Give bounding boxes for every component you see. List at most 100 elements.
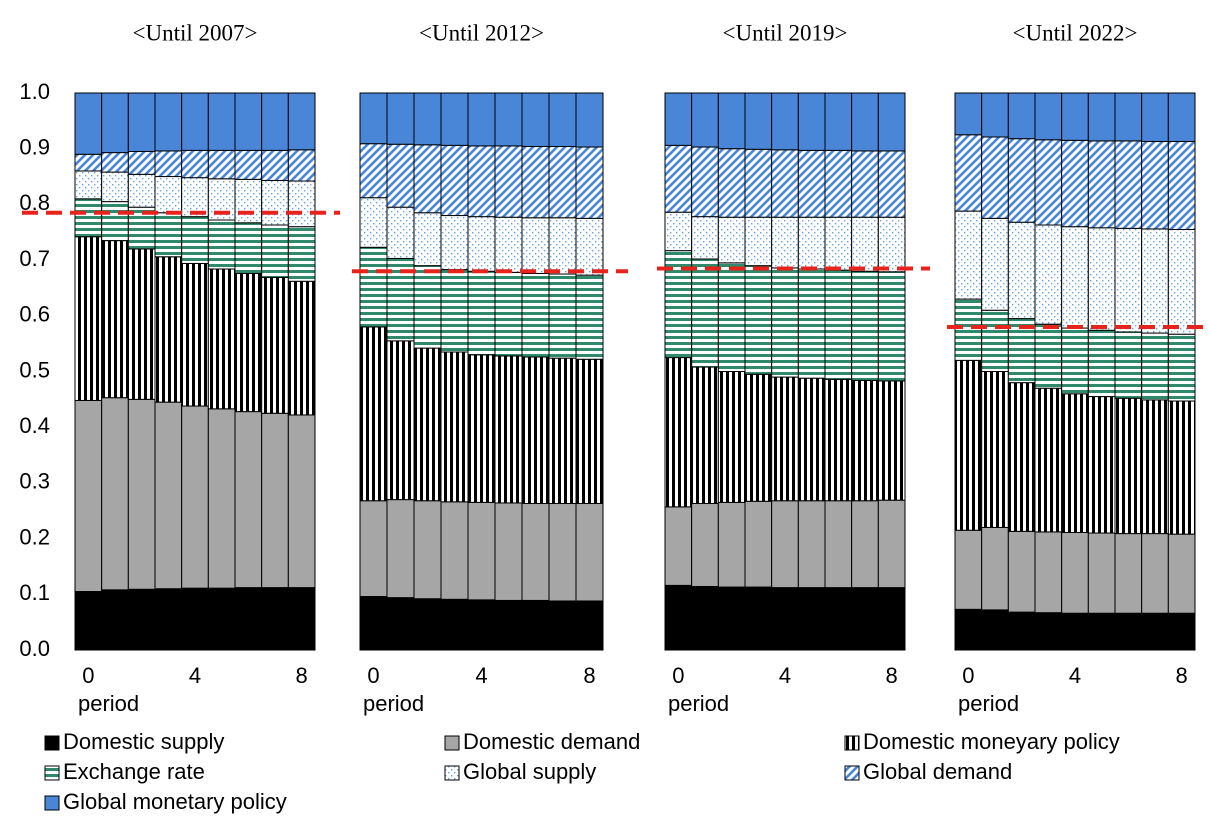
bar-segment: [521, 272, 550, 358]
bar-segment: [771, 376, 799, 502]
bar-segment: [1034, 139, 1063, 226]
bar-segment: [287, 149, 316, 182]
bar-segment: [261, 92, 289, 151]
bar-segment: [494, 599, 523, 651]
bar-segment: [797, 268, 826, 379]
bar-segment: [548, 357, 577, 505]
bar-segment: [548, 600, 577, 651]
bar-segment: [1167, 612, 1196, 651]
bar-segment: [440, 269, 469, 353]
bar-segment: [1087, 227, 1116, 331]
x-axis-label: period: [78, 691, 139, 716]
bar-segment: [521, 92, 550, 147]
x-tick-label: 8: [886, 663, 898, 688]
bar-segment: [717, 501, 746, 588]
bar-segment: [287, 92, 316, 151]
bar-segment: [877, 216, 906, 273]
bar-segment: [575, 274, 604, 360]
bar-segment: [1087, 140, 1116, 229]
bar-segment: [207, 149, 236, 180]
bar-segment: [1007, 530, 1036, 613]
bar-segment: [154, 150, 183, 178]
bar-segment: [851, 587, 879, 651]
bar-segment: [207, 408, 236, 589]
bar-segment: [1007, 221, 1036, 320]
bar-segment: [717, 262, 746, 373]
bar-segment: [575, 358, 604, 505]
bar-segment: [1087, 92, 1116, 142]
bar-segment: [824, 500, 853, 589]
bar-segment: [101, 201, 129, 242]
panel-title: <Until 2022>: [1013, 20, 1138, 45]
bar-segment: [261, 276, 289, 414]
bar-segment: [1087, 532, 1116, 614]
bar-segment: [575, 503, 604, 602]
bar-segment: [181, 262, 209, 407]
bar-segment: [1114, 140, 1143, 229]
bar-segment: [74, 153, 103, 172]
bar-segment: [359, 246, 388, 328]
bar-segment: [851, 379, 879, 502]
bar-segment: [181, 149, 209, 179]
x-axis-label: period: [668, 691, 729, 716]
bar-segment: [467, 145, 496, 218]
bar-segment: [954, 529, 983, 610]
bar-segment: [74, 198, 103, 238]
bar-segment: [575, 600, 604, 651]
bar-segment: [1141, 140, 1169, 230]
bar-segment: [1114, 533, 1143, 614]
legend-label: Global demand: [863, 759, 1012, 784]
bar-segment: [1034, 92, 1063, 141]
bar-segment: [467, 92, 496, 147]
bar-segment: [744, 92, 773, 150]
bar-segment: [261, 412, 289, 589]
bar-segment: [954, 608, 983, 651]
bar-segment: [851, 216, 879, 272]
bar-segment: [1061, 327, 1089, 395]
bar-segment: [74, 399, 103, 593]
bar-segment: [1061, 393, 1089, 533]
bar-segment: [744, 500, 773, 588]
bar-segment: [181, 405, 209, 589]
legend-label: Domestic supply: [63, 729, 224, 754]
x-tick-label: 0: [82, 663, 94, 688]
bar-segment: [74, 170, 103, 200]
bar-segment: [744, 586, 773, 651]
bar-segment: [287, 587, 316, 651]
x-tick-label: 8: [296, 663, 308, 688]
bar-segment: [744, 373, 773, 502]
bar-segment: [234, 222, 263, 274]
bar-segment: [440, 215, 469, 271]
bar-segment: [981, 92, 1009, 138]
bar-segment: [234, 178, 263, 224]
bar-segment: [664, 357, 693, 508]
bar-segment: [744, 265, 773, 375]
bar-segment: [548, 503, 577, 602]
bar-segment: [494, 145, 523, 218]
bar-segment: [154, 212, 183, 258]
bar-segment: [797, 92, 826, 151]
bar-segment: [691, 92, 719, 148]
bar-segment: [287, 226, 316, 282]
bar-segment: [413, 212, 442, 267]
legend-swatch: [44, 795, 60, 811]
bar-segment: [181, 216, 209, 264]
bar-segment: [771, 92, 799, 151]
bar-segment: [877, 92, 906, 152]
bar-segment: [74, 92, 103, 155]
bar-segment: [234, 92, 263, 151]
bar-segment: [1141, 533, 1169, 614]
bar-segment: [771, 587, 799, 651]
bar-segment: [548, 92, 577, 147]
bar-segment: [771, 267, 799, 378]
bar-segment: [717, 148, 746, 218]
bar-segment: [824, 216, 853, 271]
bar-segment: [954, 92, 983, 136]
bar-segment: [127, 92, 156, 152]
panel-title: <Until 2019>: [723, 20, 848, 45]
bar-segment: [1007, 138, 1036, 223]
bar-segment: [521, 356, 550, 505]
y-tick-label: 0.2: [19, 524, 50, 549]
bar-segment: [127, 150, 156, 175]
bar-segment: [386, 499, 415, 599]
